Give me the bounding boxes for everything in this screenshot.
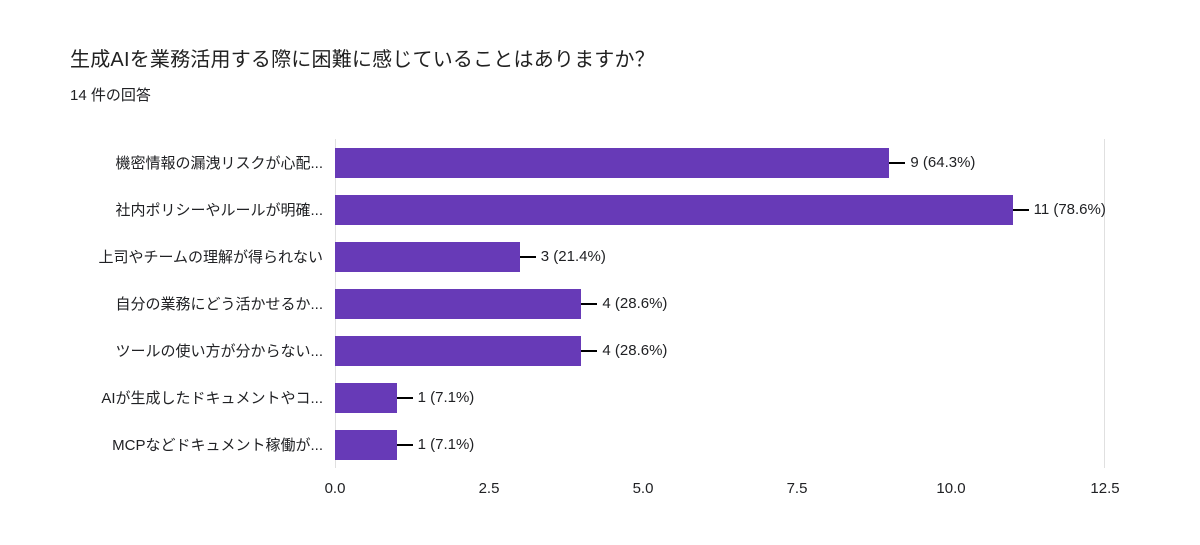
- value-label: 11 (78.6%): [1033, 201, 1106, 218]
- chart-rows: 機密情報の漏洩リスクが心配... 9 (64.3%) 社内ポリシーやルールが明確..…: [55, 139, 1106, 468]
- bar: [335, 429, 397, 460]
- bar-track: 4 (28.6%): [335, 288, 1105, 319]
- question-title: 生成AIを業務活用する際に困難に感じていることはありますか？: [70, 49, 655, 71]
- bar: [335, 382, 397, 413]
- bar-track: 1 (7.1%): [335, 382, 1105, 413]
- x-tick-label: 7.5: [786, 480, 808, 497]
- x-tick-label: 12.5: [1090, 480, 1120, 497]
- bar-track: 3 (21.4%): [335, 241, 1105, 272]
- category-label: AIが生成したドキュメントやコ...: [101, 390, 323, 407]
- bar-chart: 機密情報の漏洩リスクが心配... 9 (64.3%) 社内ポリシーやルールが明確..…: [55, 139, 1120, 504]
- bar: [335, 241, 520, 272]
- chart-row: AIが生成したドキュメントやコ... 1 (7.1%): [55, 374, 1105, 421]
- bar: [335, 288, 582, 319]
- bar: [335, 147, 890, 178]
- category-label: 社内ポリシーやルールが明確...: [115, 202, 323, 219]
- bar: [335, 335, 582, 366]
- x-axis: 0.0 2.5 5.0 7.5 10.0 12.5: [325, 480, 1120, 504]
- chart-row: 自分の業務にどう活かせるか... 4 (28.6%): [55, 280, 1105, 327]
- chart-header: 生成AIを業務活用する際に困難に感じていることはありますか？ 14 件の回答: [0, 0, 1200, 105]
- value-label: 9 (64.3%): [910, 154, 976, 171]
- bar-track: 11 (78.6%): [335, 194, 1106, 225]
- bar-track: 1 (7.1%): [335, 429, 1105, 460]
- category-label: 上司やチームの理解が得られない: [98, 249, 323, 266]
- bar: [335, 194, 1013, 225]
- response-count: 14 件の回答: [70, 87, 151, 104]
- x-tick-label: 2.5: [478, 480, 500, 497]
- chart-row: 社内ポリシーやルールが明確... 11 (78.6%): [55, 186, 1106, 233]
- category-label: MCPなどドキュメント稼働が...: [112, 437, 323, 454]
- x-tick-label: 5.0: [632, 480, 654, 497]
- x-tick-label: 10.0: [936, 480, 966, 497]
- value-connector: [889, 161, 906, 164]
- bar-track: 4 (28.6%): [335, 335, 1105, 366]
- chart-row: ツールの使い方が分からない... 4 (28.6%): [55, 327, 1105, 374]
- value-label: 1 (7.1%): [417, 389, 475, 406]
- value-label: 4 (28.6%): [602, 342, 668, 359]
- value-label: 4 (28.6%): [602, 295, 668, 312]
- chart-row: 機密情報の漏洩リスクが心配... 9 (64.3%): [55, 139, 1105, 186]
- category-label: 自分の業務にどう活かせるか...: [115, 296, 323, 313]
- bar-track: 9 (64.3%): [335, 147, 1105, 178]
- chart-row: MCPなどドキュメント稼働が... 1 (7.1%): [55, 421, 1105, 468]
- chart-row: 上司やチームの理解が得られない 3 (21.4%): [55, 233, 1105, 280]
- value-connector: [396, 443, 413, 446]
- value-connector: [581, 302, 598, 305]
- value-connector: [1012, 208, 1029, 211]
- value-connector: [519, 255, 536, 258]
- x-tick-label: 0.0: [324, 480, 346, 497]
- category-label: 機密情報の漏洩リスクが心配...: [115, 155, 323, 172]
- value-label: 1 (7.1%): [417, 436, 475, 453]
- value-label: 3 (21.4%): [540, 248, 606, 265]
- category-label: ツールの使い方が分からない...: [115, 343, 323, 360]
- value-connector: [396, 396, 413, 399]
- value-connector: [581, 349, 598, 352]
